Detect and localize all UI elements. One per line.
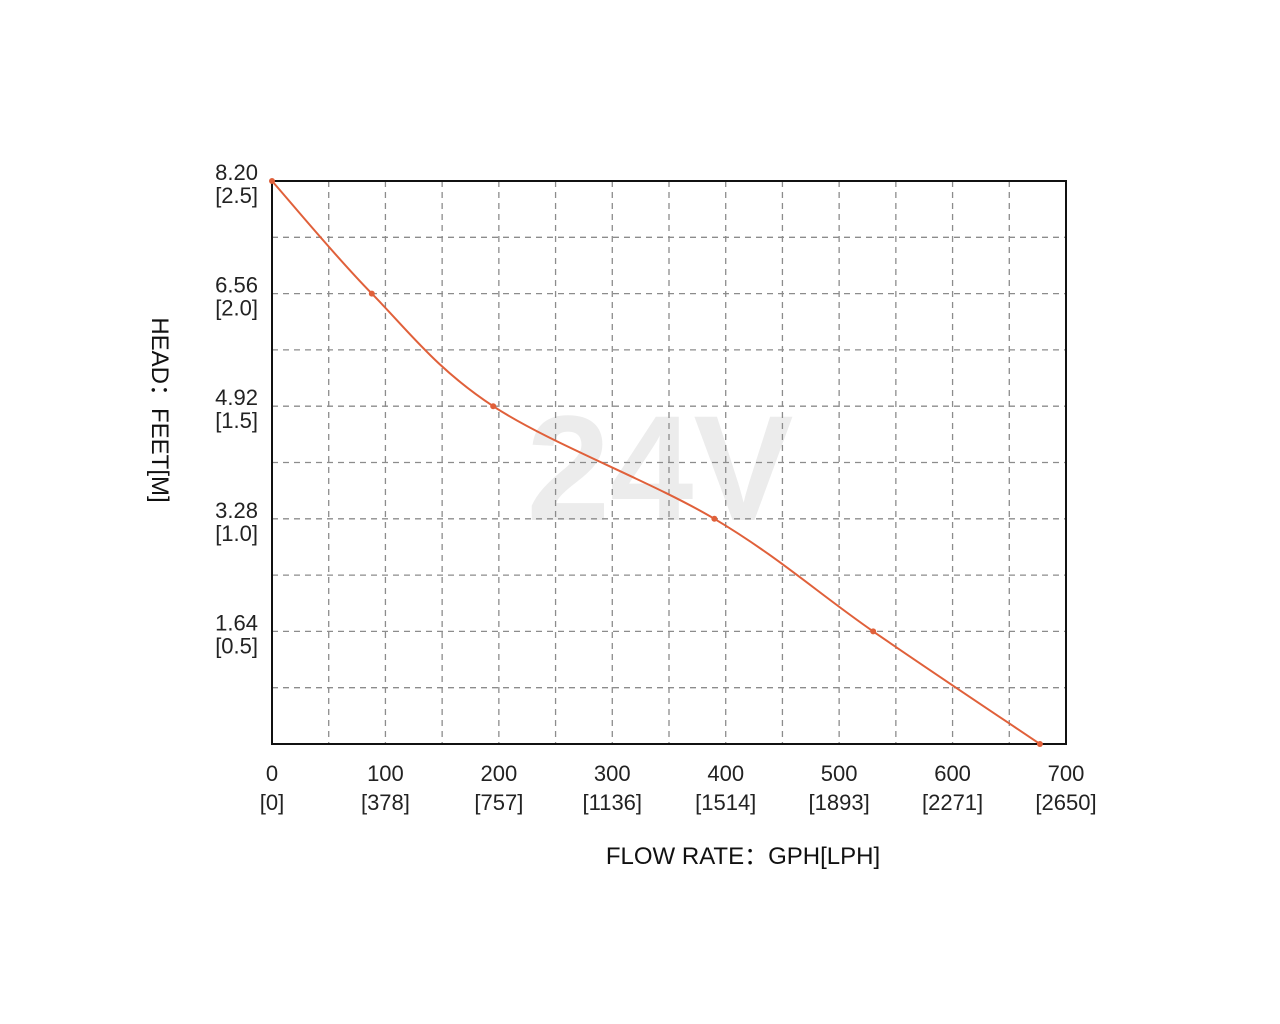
x-tick-label: 200 [480, 761, 517, 786]
x-tick-sublabel: [2271] [922, 790, 983, 815]
y-axis-title: HEAD：FEET[M] [146, 317, 173, 502]
series-layer [269, 178, 1043, 747]
watermark-text: 24V [527, 384, 794, 552]
x-tick-sublabel: [0] [260, 790, 284, 815]
y-tick-label: 6.56 [215, 273, 258, 298]
x-tick-label: 100 [367, 761, 404, 786]
x-axis-ticks: 0 [0] 100 [378] 200 [757] 300 [1136] 400 [1514] 50… [260, 761, 1097, 815]
data-point [368, 290, 375, 297]
x-tick-sublabel: [1514] [695, 790, 756, 815]
y-tick-sublabel: [1.0] [215, 521, 258, 546]
data-point [711, 515, 718, 522]
grid-lines [272, 181, 1066, 744]
y-tick-sublabel: [2.5] [215, 183, 258, 208]
data-point [1036, 741, 1043, 747]
y-tick-label: 8.20 [215, 160, 258, 185]
data-point [870, 628, 877, 635]
y-tick-label: 1.64 [215, 610, 258, 635]
y-tick-sublabel: [1.5] [215, 408, 258, 433]
y-tick-sublabel: [0.5] [215, 633, 258, 658]
x-tick-sublabel: [378] [361, 790, 410, 815]
x-tick-label: 600 [934, 761, 971, 786]
y-tick-sublabel: [2.0] [215, 296, 258, 321]
x-tick-sublabel: [757] [474, 790, 523, 815]
x-tick-sublabel: [1136] [583, 790, 643, 815]
y-axis-ticks: 1.64[0.5] 3.28[1.0] 4.92[1.5] 6.56[2.0] 8.20… [215, 160, 258, 658]
plot-frame [271, 180, 1067, 745]
x-axis-title: FLOW RATE：GPH[LPH] [606, 843, 880, 870]
x-tick-label: 300 [594, 761, 631, 786]
x-tick-label: 400 [707, 761, 744, 786]
x-tick-label: 500 [821, 761, 858, 786]
data-point [269, 178, 275, 184]
x-tick-sublabel: [2650] [1035, 790, 1096, 815]
x-tick-label: 0 [266, 761, 278, 786]
series-line [271, 180, 1041, 745]
data-point [490, 403, 497, 410]
y-tick-label: 4.92 [215, 385, 258, 410]
x-tick-sublabel: [1893] [809, 790, 870, 815]
x-tick-label: 700 [1048, 761, 1085, 786]
y-tick-label: 3.28 [215, 498, 258, 523]
